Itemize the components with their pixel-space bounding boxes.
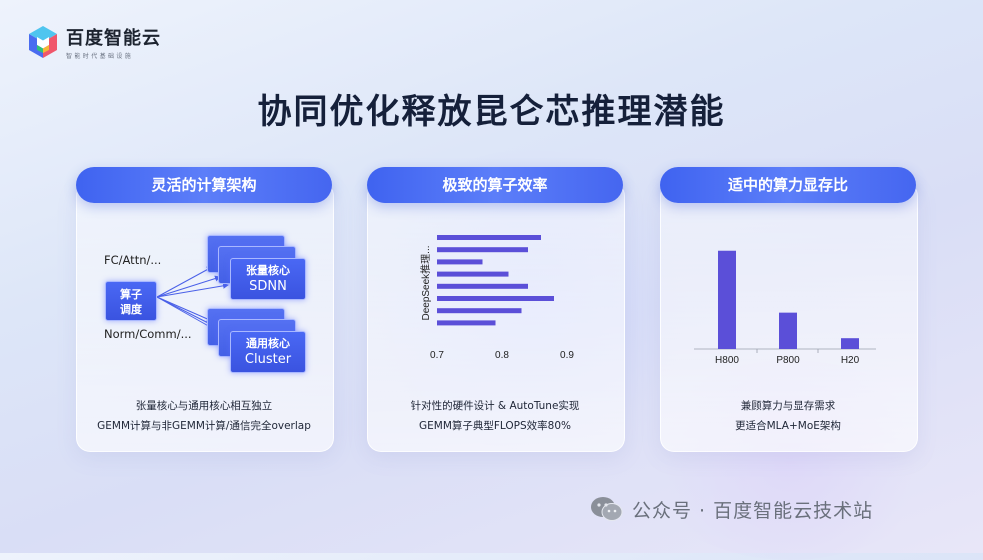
wechat-watermark: 公众号 · 百度智能云技术站 <box>590 495 873 523</box>
watermark-text: 公众号 · 百度智能云技术站 <box>632 499 874 522</box>
cube-logo-icon <box>29 26 57 58</box>
card-title: 灵活的计算架构 <box>76 167 332 203</box>
footer-line: 张量核心与通用核心相互独立 <box>135 400 273 412</box>
footer-line: 针对性的硬件设计 & AutoTune实现 <box>410 400 580 412</box>
tensor-core-sublabel: SDNN <box>249 279 287 294</box>
card-title: 适中的算力显存比 <box>660 167 916 203</box>
footer-line: 兼顾算力与显存需求 <box>740 400 836 412</box>
footer-line: 更适合MLA+MoE架构 <box>735 420 841 432</box>
scheduler-label: 算子 <box>120 288 142 301</box>
bar <box>841 338 859 349</box>
brand-logo: 百度智能云 智能时代基础设施 <box>26 24 161 60</box>
diagram-top-label: FC/Attn/... <box>104 253 162 267</box>
bar <box>779 312 797 349</box>
bar <box>437 320 496 326</box>
x-tick-label: 0.8 <box>495 350 509 361</box>
efficiency-bar-chart: 0.7 0.8 0.9 DeepSeek推理... <box>419 235 574 361</box>
general-core-label: 通用核心 <box>246 337 290 350</box>
tensor-core-label: 张量核心 <box>246 264 290 277</box>
page-title: 协同优化释放昆仑芯推理潜能 <box>257 92 726 132</box>
compute-memory-bar-chart: H800 P800 H20 <box>694 250 876 366</box>
general-core-block: 通用核心 Cluster <box>230 331 306 373</box>
bar <box>437 283 528 289</box>
wechat-icon <box>591 497 623 521</box>
operator-scheduler-block: 算子 调度 <box>105 281 157 321</box>
diagram-bottom-label: Norm/Comm/... <box>104 327 192 341</box>
brand-tagline: 智能时代基础设施 <box>66 53 134 60</box>
bar <box>437 247 528 253</box>
footer-line: GEMM算子典型FLOPS效率80% <box>418 420 571 432</box>
tensor-core-block: 张量核心 SDNN <box>230 258 306 300</box>
x-tick-label: 0.9 <box>560 350 574 361</box>
x-tick-label: H800 <box>715 355 739 366</box>
footer-line: GEMM计算与非GEMM计算/通信完全overlap <box>97 420 311 432</box>
y-axis-label: DeepSeek推理... <box>419 245 432 320</box>
x-tick-label: P800 <box>776 355 800 366</box>
bar <box>718 250 736 349</box>
brand-name: 百度智能云 <box>66 28 161 49</box>
bar <box>437 308 522 314</box>
bar <box>437 296 554 301</box>
bar <box>437 235 541 240</box>
bar <box>437 259 483 265</box>
card-operator-efficiency <box>367 182 625 452</box>
card-footer: 张量核心与通用核心相互独立 GEMM计算与非GEMM计算/通信完全overlap <box>76 396 332 436</box>
x-tick-label: H20 <box>841 355 860 366</box>
card-footer: 兼顾算力与显存需求 更适合MLA+MoE架构 <box>660 396 916 436</box>
general-core-sublabel: Cluster <box>244 352 292 367</box>
card-title: 极致的算子效率 <box>367 167 623 203</box>
card-footer: 针对性的硬件设计 & AutoTune实现 GEMM算子典型FLOPS效率80% <box>367 396 623 436</box>
x-tick-label: 0.7 <box>430 350 444 361</box>
scheduler-label: 调度 <box>120 303 142 316</box>
bar <box>437 271 509 277</box>
